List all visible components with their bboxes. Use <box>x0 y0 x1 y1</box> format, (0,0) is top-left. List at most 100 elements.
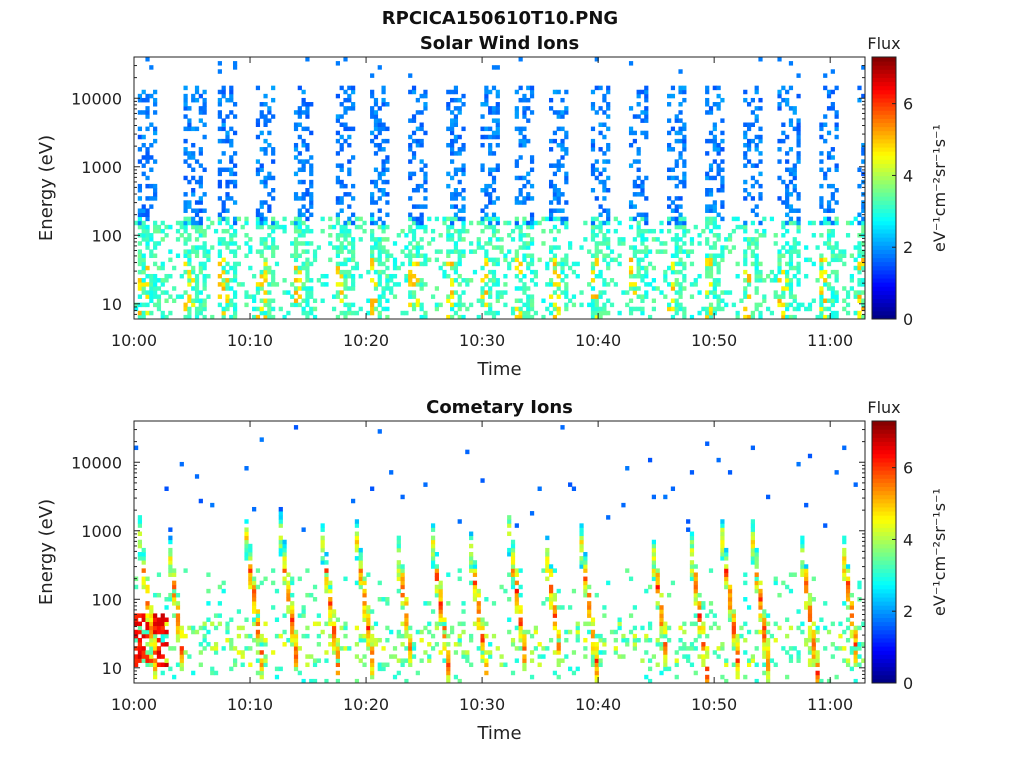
flux-cell <box>305 265 310 271</box>
flux-cell <box>370 306 375 312</box>
flux-cell <box>297 302 302 308</box>
flux-cell <box>362 576 367 582</box>
flux-cell <box>252 592 257 598</box>
flux-cell <box>278 511 283 516</box>
flux-cell <box>221 167 226 173</box>
flux-cell <box>354 556 360 561</box>
flux-cell <box>450 159 455 164</box>
flux-cell <box>491 261 497 267</box>
flux-cell <box>232 269 238 275</box>
flux-cell <box>739 298 744 304</box>
flux-cell <box>301 110 306 115</box>
flux-cell <box>552 224 558 230</box>
flux-cell <box>804 568 809 573</box>
flux-cell <box>267 204 272 209</box>
flux-cell <box>766 273 771 279</box>
flux-cell <box>564 147 569 152</box>
flux-cell <box>210 220 215 226</box>
flux-cell <box>548 564 554 569</box>
flux-cell <box>766 658 771 663</box>
flux-cell <box>628 310 634 316</box>
flux-cell <box>834 273 839 279</box>
flux-cell <box>293 278 299 283</box>
flux-cell <box>552 130 558 136</box>
flux-cell <box>861 228 866 234</box>
flux-cell <box>194 249 200 254</box>
flux-cell <box>579 556 584 561</box>
flux-cell <box>655 286 660 291</box>
flux-cell <box>141 658 146 663</box>
flux-cell <box>141 547 146 553</box>
flux-cell <box>396 670 401 676</box>
flux-cell <box>750 97 755 103</box>
flux-cell <box>377 208 382 213</box>
flux-cell <box>255 314 261 320</box>
flux-cell <box>507 572 512 577</box>
flux-cell <box>651 228 656 234</box>
flux-cell <box>849 629 854 635</box>
flux-cell <box>225 228 230 234</box>
flux-cell <box>351 102 356 107</box>
flux-cell <box>598 106 603 111</box>
flux-cell <box>240 282 245 287</box>
flux-cell <box>636 192 641 197</box>
flux-cell <box>845 588 851 594</box>
flux-cell <box>450 204 455 209</box>
flux-cell <box>358 572 363 577</box>
flux-cell <box>198 163 203 168</box>
flux-cell <box>377 126 382 132</box>
flux-cell <box>153 241 158 246</box>
flux-cell <box>548 249 554 254</box>
flux-cell <box>743 134 748 140</box>
flux-cell <box>640 192 645 197</box>
flux-cell <box>453 261 459 267</box>
flux-cell <box>640 265 645 271</box>
flux-cell <box>602 179 607 185</box>
flux-cell <box>293 147 299 152</box>
flux-cell <box>834 674 839 680</box>
flux-cell <box>735 674 740 680</box>
flux-cell <box>175 220 181 226</box>
flux-cell <box>678 102 683 107</box>
flux-cell <box>526 253 531 258</box>
flux-cell <box>232 662 238 668</box>
flux-cell <box>621 290 626 295</box>
flux-cell <box>739 633 744 639</box>
flux-cell <box>187 294 192 299</box>
flux-cell <box>172 592 177 598</box>
colorbar-step <box>872 241 896 246</box>
flux-cell <box>259 269 264 275</box>
flux-cell <box>248 265 253 271</box>
flux-cell <box>335 179 340 185</box>
flux-cell <box>484 224 489 230</box>
flux-cell <box>754 584 759 590</box>
flux-cell <box>488 134 493 140</box>
flux-cell <box>347 204 352 209</box>
flux-cell <box>469 552 474 557</box>
flux-cell <box>191 670 196 676</box>
flux-cell <box>370 138 375 144</box>
flux-cell <box>305 126 310 132</box>
flux-cell <box>488 237 493 242</box>
flux-cell <box>168 666 173 672</box>
flux-cell <box>297 134 302 140</box>
flux-cell <box>145 613 150 618</box>
flux-cell <box>134 658 139 663</box>
flux-cell <box>689 662 695 668</box>
flux-cell <box>830 102 835 107</box>
flux-cell <box>347 142 352 148</box>
flux-cell <box>731 228 736 234</box>
flux-cell <box>370 486 375 491</box>
flux-cell <box>221 310 226 316</box>
flux-cell <box>777 147 782 152</box>
flux-cell <box>853 482 858 487</box>
flux-cell <box>377 188 382 193</box>
flux-cell <box>663 269 668 275</box>
flux-cell <box>408 646 413 651</box>
flux-cell <box>712 621 717 627</box>
flux-cell <box>590 216 596 222</box>
flux-cell <box>153 261 158 267</box>
flux-cell <box>293 646 299 651</box>
colorbar-step <box>872 73 896 78</box>
flux-cell <box>335 637 340 643</box>
